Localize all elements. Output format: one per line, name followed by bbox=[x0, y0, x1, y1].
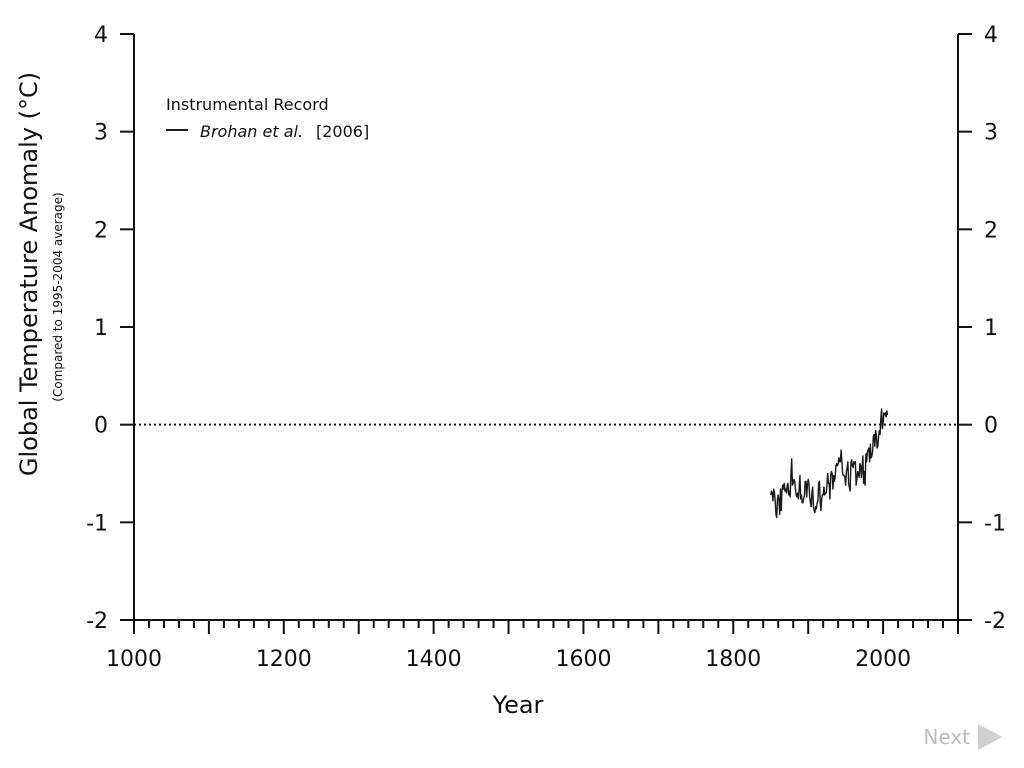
y-axis-subtitle: (Compared to 1995-2004 average) bbox=[51, 192, 65, 401]
legend-entry-year: [2006] bbox=[316, 122, 369, 141]
y-tick-label-left: 4 bbox=[94, 23, 108, 48]
next-label: Next bbox=[923, 725, 970, 749]
x-axis-title: Year bbox=[492, 691, 544, 719]
y-axis-title: Global Temperature Anomaly (°C) bbox=[15, 72, 43, 476]
x-tick-label: 1000 bbox=[106, 647, 162, 672]
y-tick-label-left: 3 bbox=[94, 121, 108, 146]
x-tick-label: 1800 bbox=[705, 647, 761, 672]
legend-title: Instrumental Record bbox=[166, 95, 329, 114]
y-tick-label-right: 1 bbox=[984, 316, 998, 341]
y-tick-label-left: 1 bbox=[94, 316, 108, 341]
y-tick-label-right: -1 bbox=[984, 511, 1006, 536]
x-tick-label: 1200 bbox=[256, 647, 312, 672]
play-triangle-right-icon bbox=[978, 724, 1002, 750]
y-tick-label-right: 2 bbox=[984, 218, 998, 243]
chart-series-group bbox=[770, 408, 889, 519]
legend-entry-author: Brohan et al. bbox=[200, 122, 303, 141]
series-line-brohan bbox=[770, 408, 889, 519]
y-tick-label-left: 0 bbox=[94, 414, 108, 439]
y-tick-label-left: -2 bbox=[86, 609, 108, 634]
y-tick-label-right: 0 bbox=[984, 414, 998, 439]
x-tick-label: 1400 bbox=[406, 647, 462, 672]
y-tick-label-left: 2 bbox=[94, 218, 108, 243]
chart-axes: -2 -2 -1 -1 0 0 1 1 2 2 3 3 4 4 1000 1200 1400 1600 1800 20… bbox=[86, 23, 1006, 672]
x-tick-label: 2000 bbox=[855, 647, 911, 672]
chart-legend: Instrumental Record Brohan et al. [2006] bbox=[166, 95, 369, 141]
y-tick-label-right: 3 bbox=[984, 121, 998, 146]
y-tick-label-right: -2 bbox=[984, 609, 1006, 634]
next-button[interactable]: Next bbox=[923, 724, 1002, 750]
x-tick-label: 1600 bbox=[555, 647, 611, 672]
y-tick-label-right: 4 bbox=[984, 23, 998, 48]
y-tick-label-left: -1 bbox=[86, 511, 108, 536]
